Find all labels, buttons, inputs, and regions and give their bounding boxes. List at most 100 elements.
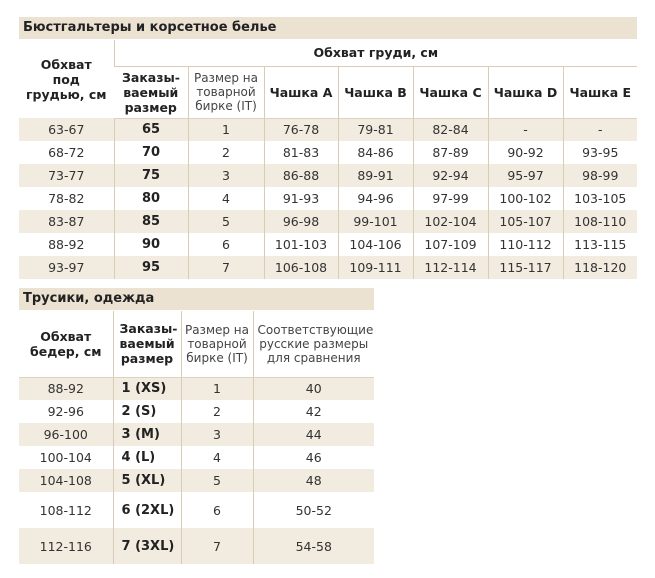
ru-size-header: Соответствующие русские размеры для срав… <box>252 311 374 378</box>
table-row: 63-67 65 1 76-78 79-81 82-84- - <box>19 118 638 141</box>
underbust-cell: 78-82 <box>48 191 85 206</box>
cup-cell: 115-117 <box>487 256 563 279</box>
table-row: 78-82 80 4 91-93 94-96 97-99 100-102 103-105 <box>19 187 638 210</box>
cup-cell: 109-111 <box>337 256 413 279</box>
cup-cell: 96-98 <box>263 210 338 233</box>
cup-cell: 90-92 <box>487 141 563 164</box>
table-row: 88-92 90 6 101-103 104-106 107-109 110-112 113-… <box>19 233 638 256</box>
table-row: 93-97 95 7 106-108 109-111 112-114 115-117 118-… <box>19 256 638 279</box>
cup-cell: 93-95 <box>562 141 638 164</box>
bra-size-table: Обхват под грудью, см Обхват груди, см З… <box>19 40 638 279</box>
cup-cell: 94-96 <box>337 187 413 210</box>
cup-cell: 105-107 <box>487 210 563 233</box>
cup-c-header: Чашка C <box>412 66 488 119</box>
panties-section-title: Трусики, одежда <box>19 288 374 310</box>
cup-cell: 106-108 <box>263 256 338 279</box>
order-size-cell: 80 <box>113 187 188 210</box>
hips-cell: 88-92 <box>19 377 113 400</box>
hips-cell: 104-108 <box>19 469 113 492</box>
order-size-cell: 70 <box>113 141 188 164</box>
table-row: 92-96 2 (S) 2 42 <box>19 400 374 423</box>
order-size-header: Заказы-ваемый размер <box>114 66 188 119</box>
order-size-cell: 6 (2XL) <box>112 492 181 528</box>
ru-size-cell: 46 <box>252 446 374 469</box>
table-row: 108-112 6 (2XL) 6 50-52 <box>19 492 374 528</box>
tag-size-cell: 4 <box>180 446 253 469</box>
cup-cell: 92-94 <box>412 164 488 187</box>
cup-cell: 97-99 <box>412 187 488 210</box>
cup-cell: 108-110 <box>562 210 638 233</box>
cup-cell: 87-89 <box>412 141 488 164</box>
cup-b-header: Чашка B <box>337 66 413 119</box>
tag-size-cell: 5 <box>187 210 264 233</box>
underbust-cell: 68-72 <box>48 145 85 160</box>
ru-size-cell: 42 <box>252 400 374 423</box>
bra-section-title: Бюстгальтеры и корсетное белье <box>19 17 637 39</box>
table-row: 112-116 7 (3XL) 7 54-58 <box>19 528 374 564</box>
ru-size-cell: 48 <box>252 469 374 492</box>
table-row: 100-104 4 (L) 4 46 <box>19 446 374 469</box>
cup-cell: 95-97 <box>487 164 563 187</box>
underbust-cell: 93-97 <box>19 256 114 279</box>
tag-size-cell: 6 <box>180 492 253 528</box>
cup-cell: 81-83 <box>263 141 338 164</box>
cup-cell: 102-104 <box>412 210 488 233</box>
cup-cell: - <box>562 118 638 141</box>
hips-cell: 96-100 <box>19 423 113 446</box>
cup-cell: 99-101 <box>337 210 413 233</box>
order-size-cell: 95 <box>113 256 188 279</box>
cup-cell: - <box>487 118 563 141</box>
panties-size-table: Обхват бедер, см Заказы-ваемый размер Ра… <box>19 311 374 564</box>
order-size-cell: 90 <box>113 233 188 256</box>
underbust-cell: 88-92 <box>48 237 85 252</box>
tag-size-cell: 5 <box>180 469 253 492</box>
cup-cell: 86-88 <box>263 164 338 187</box>
cup-cell: 82-84 <box>412 118 488 141</box>
cup-cell: 89-91 <box>337 164 413 187</box>
cup-cell: 110-112 <box>487 233 563 256</box>
cup-d-header: Чашка D <box>487 66 563 119</box>
cup-cell: 79-81 <box>337 118 413 141</box>
order-size-cell: 3 (M) <box>112 423 181 446</box>
tag-size-cell: 2 <box>187 141 264 164</box>
tag-size-cell: 7 <box>187 256 264 279</box>
ru-size-cell: 40 <box>252 377 374 400</box>
cup-a-header: Чашка A <box>263 66 338 119</box>
cup-cell: 76-78 <box>263 118 338 141</box>
cup-cell: 98-99 <box>562 164 638 187</box>
tag-size-cell: 3 <box>180 423 253 446</box>
table-row: 88-92 1 (XS) 1 40 <box>19 377 374 400</box>
underbust-cell: 73-77 <box>19 164 114 187</box>
cup-cell: 101-103 <box>263 233 338 256</box>
underbust-cell: 63-67 <box>19 118 114 141</box>
order-size-cell: 1 (XS) <box>112 377 181 400</box>
order-size-header: Заказы-ваемый размер <box>112 311 181 378</box>
table-row: 73-77 75 3 86-88 89-91 92-94 95-97 98-99 <box>19 164 638 187</box>
order-size-cell: 5 (XL) <box>112 469 181 492</box>
table-row: 68-72 70 2 81-83 84-86 87-89 90-92 93-95 <box>19 141 638 164</box>
cup-cell: 118-120 <box>562 256 638 279</box>
order-size-cell: 4 (L) <box>112 446 181 469</box>
cup-cell: 103-105 <box>562 187 638 210</box>
table-row: 96-100 3 (M) 3 44 <box>19 423 374 446</box>
table-row: 83-87 85 5 96-98 99-101 102-104 105-107 108-110 <box>19 210 638 233</box>
bust-group-header: Обхват груди, см <box>113 40 638 67</box>
tag-size-cell: 3 <box>187 164 264 187</box>
cup-cell: 107-109 <box>412 233 488 256</box>
underbust-header: Обхват под грудью, см <box>25 56 107 102</box>
hips-cell: 108-112 <box>39 502 92 518</box>
tag-size-header: Размер на товарной бирке (IT) <box>180 311 253 378</box>
ru-size-cell: 54-58 <box>252 528 374 564</box>
order-size-cell: 75 <box>113 164 188 187</box>
ru-size-cell: 44 <box>252 423 374 446</box>
hips-cell: 100-104 <box>39 450 92 465</box>
ru-size-cell: 50-52 <box>252 492 374 528</box>
hips-header: Обхват бедер, см <box>19 311 113 378</box>
cup-cell: 100-102 <box>487 187 563 210</box>
cup-cell: 104-106 <box>337 233 413 256</box>
order-size-cell: 2 (S) <box>112 400 181 423</box>
table-row: 104-108 5 (XL) 5 48 <box>19 469 374 492</box>
tag-size-cell: 2 <box>180 400 253 423</box>
hips-cell: 112-116 <box>19 528 113 564</box>
tag-size-cell: 7 <box>180 528 253 564</box>
